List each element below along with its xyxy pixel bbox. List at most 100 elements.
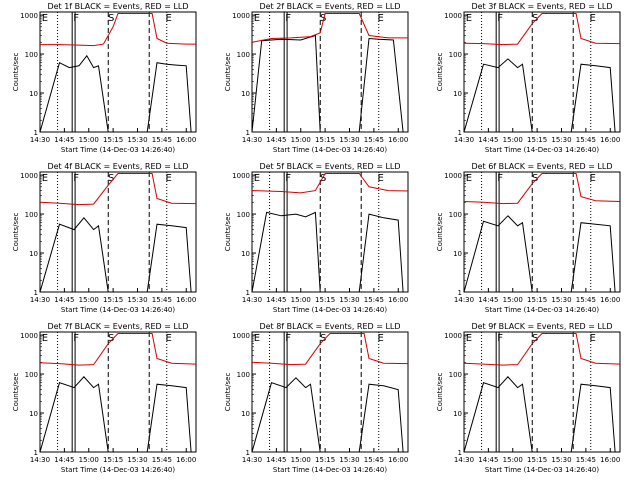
x-tick-label: 15:30 — [551, 136, 571, 144]
x-tick-label: 15:30 — [127, 136, 147, 144]
x-tick-label: 15:30 — [551, 456, 571, 464]
x-tick-label: 15:00 — [291, 136, 311, 144]
marker-label: S — [108, 333, 114, 344]
marker-label: E — [42, 173, 48, 184]
x-axis-label: Start Time (14-Dec-03 14:26:40) — [61, 146, 175, 154]
y-tick-label: 10 — [241, 410, 250, 418]
y-tick-label: 10 — [453, 250, 462, 258]
x-tick-label: 14:30 — [454, 296, 474, 304]
x-tick-label: 15:15 — [103, 136, 123, 144]
series-events — [251, 377, 404, 453]
chart-title: Det 9f BLACK = Events, RED = LLD — [471, 322, 612, 331]
marker-label: S — [108, 13, 114, 24]
series-lld — [40, 13, 196, 47]
marker-label: E — [590, 173, 596, 184]
x-axis-label: Start Time (14-Dec-03 14:26:40) — [273, 466, 387, 474]
y-tick-label: 10 — [29, 250, 38, 258]
x-tick-label: 15:45 — [364, 456, 384, 464]
x-tick-label: 16:00 — [388, 136, 408, 144]
y-tick-label: 100 — [237, 211, 250, 219]
x-tick-label: 16:00 — [176, 456, 196, 464]
y-tick-label: 1000 — [232, 172, 250, 180]
series-lld — [39, 173, 197, 206]
chart-title: Det 3f BLACK = Events, RED = LLD — [471, 2, 612, 11]
x-tick-label: 15:30 — [127, 296, 147, 304]
y-tick-label: 1000 — [20, 172, 38, 180]
x-tick-label: 15:15 — [315, 296, 335, 304]
marker-label: E — [254, 173, 260, 184]
x-tick-label: 14:45 — [478, 136, 498, 144]
chart-title: Det 5f BLACK = Events, RED = LLD — [259, 162, 400, 171]
y-tick-label: 1000 — [232, 332, 250, 340]
marker-label: S — [320, 13, 326, 24]
marker-label: S — [320, 173, 326, 184]
x-axis-label: Start Time (14-Dec-03 14:26:40) — [485, 146, 599, 154]
plot-frame — [39, 11, 197, 133]
x-tick-label: 15:00 — [503, 136, 523, 144]
marker-label: F — [73, 13, 79, 24]
x-tick-label: 14:45 — [478, 296, 498, 304]
marker-label: E — [166, 173, 172, 184]
x-tick-label: 15:30 — [339, 456, 359, 464]
series-lld — [251, 333, 409, 366]
chart-title: Det 6f BLACK = Events, RED = LLD — [471, 162, 612, 171]
x-tick-label: 15:15 — [527, 136, 547, 144]
y-tick-label: 10 — [453, 90, 462, 98]
x-axis-label: Start Time (14-Dec-03 14:26:40) — [61, 306, 175, 314]
y-tick-label: 10 — [453, 410, 462, 418]
y-tick-label: 1000 — [444, 12, 462, 20]
x-tick-label: 14:30 — [30, 296, 50, 304]
y-tick-label: 1 — [458, 449, 462, 457]
x-tick-label: 15:30 — [127, 456, 147, 464]
series-events — [463, 376, 616, 453]
y-tick-label: 100 — [237, 371, 250, 379]
x-tick-label: 14:30 — [242, 136, 262, 144]
y-tick-label: 1000 — [444, 332, 462, 340]
x-tick-label: 16:00 — [176, 136, 196, 144]
x-tick-label: 15:15 — [315, 136, 335, 144]
y-tick-label: 1000 — [444, 172, 462, 180]
marker-label: E — [254, 13, 260, 24]
plot-frame — [251, 331, 409, 453]
x-tick-label: 15:30 — [551, 296, 571, 304]
x-tick-label: 15:15 — [527, 296, 547, 304]
y-tick-label: 10 — [241, 90, 250, 98]
marker-label: F — [497, 333, 503, 344]
x-tick-label: 14:45 — [54, 136, 74, 144]
series-events — [463, 215, 616, 293]
marker-label: S — [108, 173, 114, 184]
y-axis-label: Counts/sec — [224, 213, 232, 252]
y-tick-label: 100 — [449, 51, 462, 59]
marker-label: E — [590, 333, 596, 344]
x-tick-label: 15:45 — [152, 136, 172, 144]
detector-chart-2: Det 2f BLACK = Events, RED = LLD 1 10 100 10… — [224, 2, 409, 154]
plot-frame — [39, 331, 197, 453]
y-tick-label: 100 — [449, 371, 462, 379]
series-lld — [251, 13, 408, 43]
x-tick-label: 15:15 — [527, 456, 547, 464]
marker-label: E — [466, 333, 472, 344]
x-tick-label: 14:45 — [54, 456, 74, 464]
series-lld — [463, 333, 621, 366]
x-axis-label: Start Time (14-Dec-03 14:26:40) — [61, 466, 175, 474]
x-tick-label: 16:00 — [600, 456, 620, 464]
chart-title: Det 4f BLACK = Events, RED = LLD — [47, 162, 188, 171]
x-tick-label: 16:00 — [600, 136, 620, 144]
x-tick-label: 14:30 — [30, 136, 50, 144]
detector-chart-6: Det 6f BLACK = Events, RED = LLD 1 10 100 10… — [436, 162, 621, 314]
y-tick-label: 1000 — [20, 332, 38, 340]
y-axis-label: Counts/sec — [12, 373, 20, 412]
series-lld — [463, 173, 621, 205]
x-axis-label: Start Time (14-Dec-03 14:26:40) — [485, 306, 599, 314]
detector-chart-5: Det 5f BLACK = Events, RED = LLD 1 10 100 10… — [224, 162, 409, 314]
x-tick-label: 14:30 — [454, 456, 474, 464]
y-axis-label: Counts/sec — [436, 213, 444, 252]
y-axis-label: Counts/sec — [12, 213, 20, 252]
chart-title: Det 8f BLACK = Events, RED = LLD — [259, 322, 400, 331]
x-tick-label: 15:00 — [79, 136, 99, 144]
y-axis-label: Counts/sec — [224, 53, 232, 92]
marker-label: F — [497, 173, 503, 184]
series-events — [39, 376, 192, 453]
marker-label: E — [466, 173, 472, 184]
